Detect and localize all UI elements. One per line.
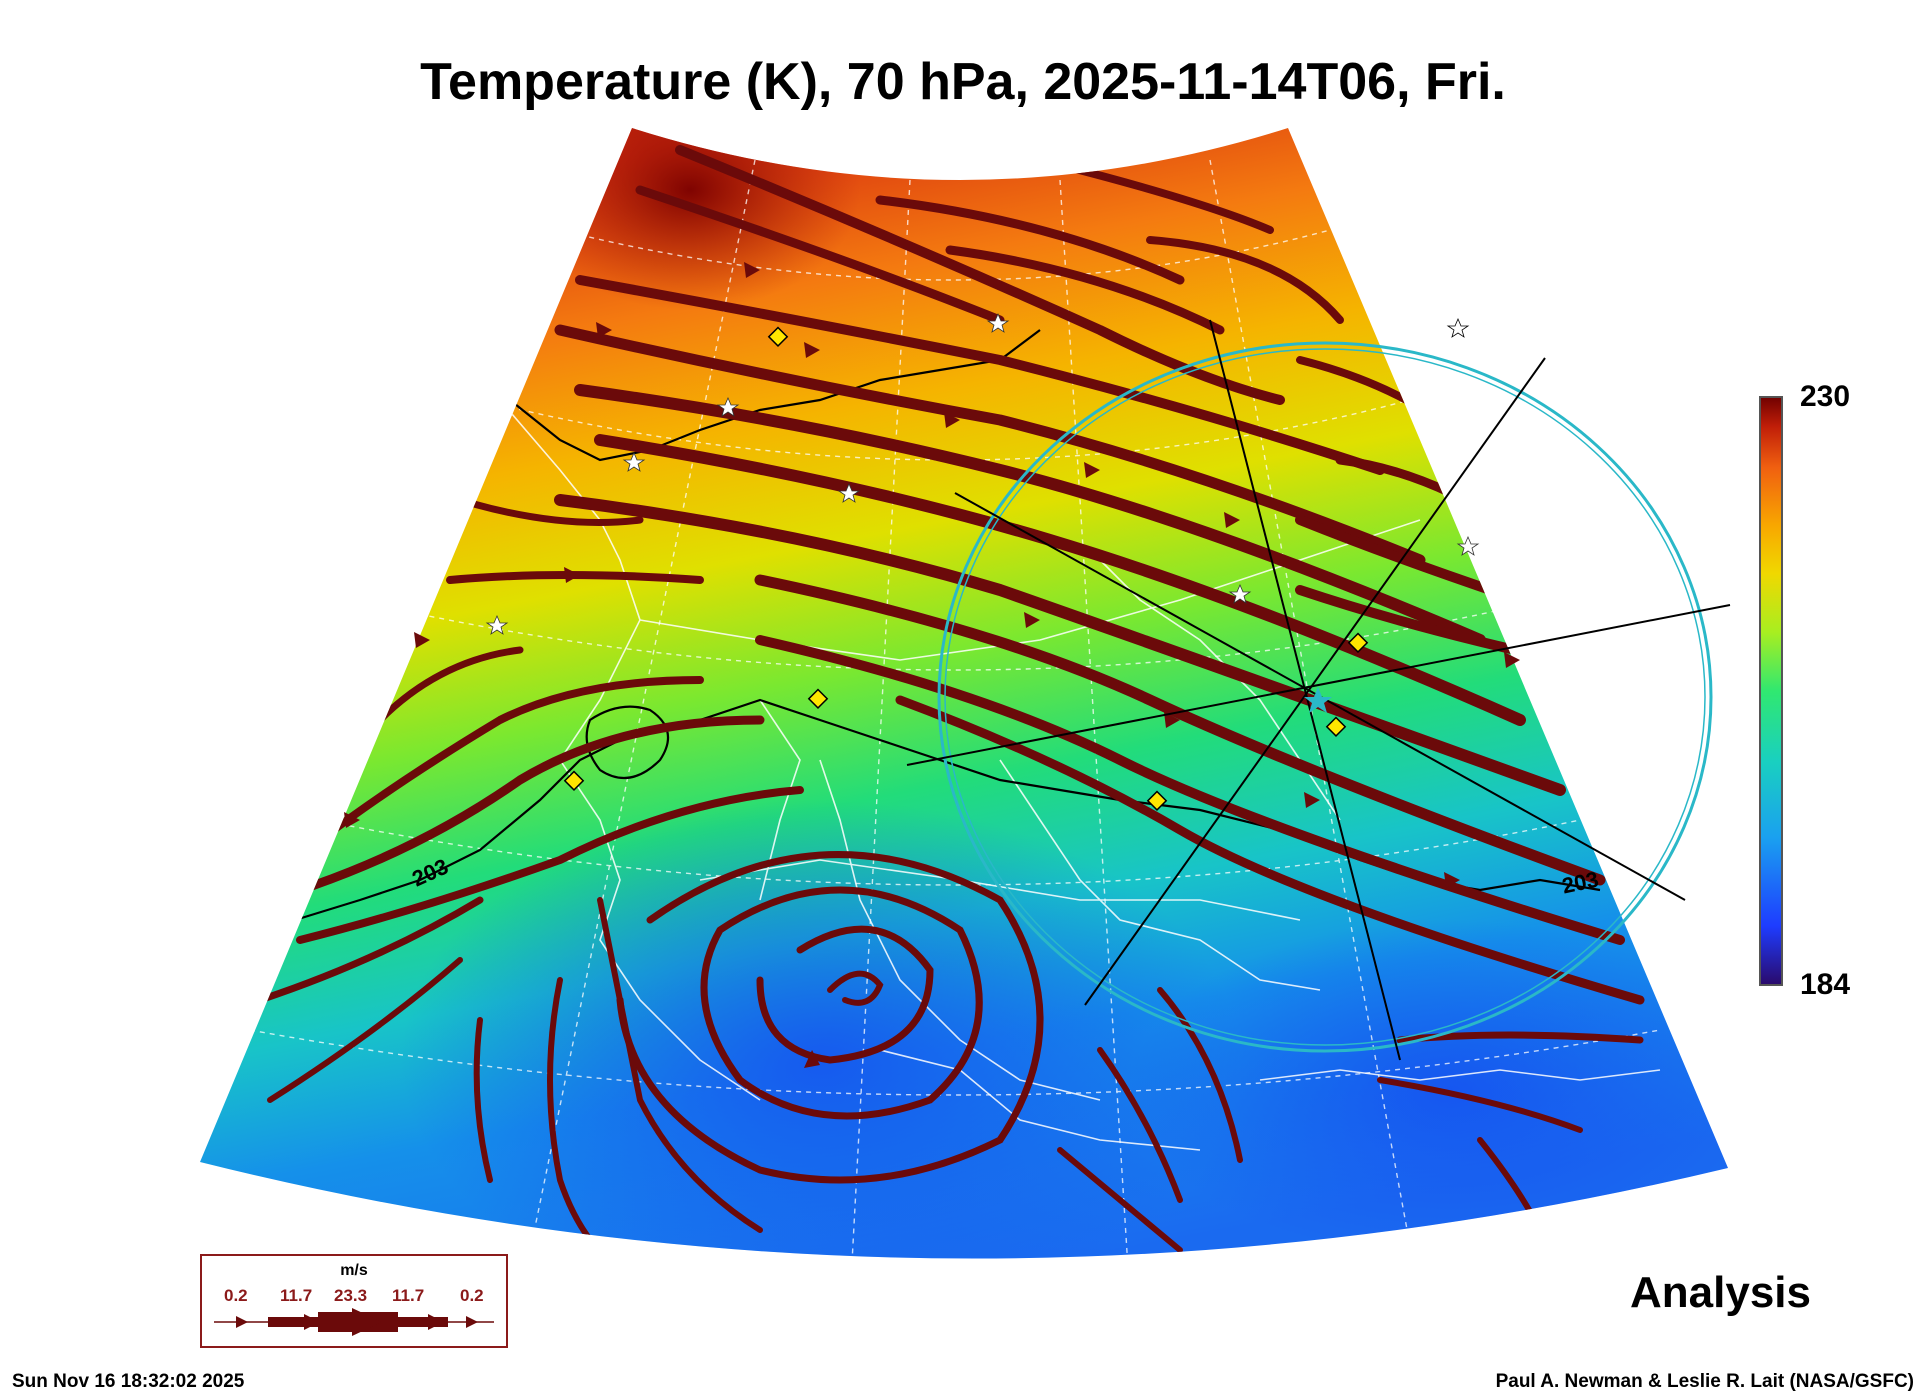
timestamp: Sun Nov 16 18:32:02 2025 <box>12 1371 245 1392</box>
vortex-ring <box>937 341 1713 1053</box>
colorbar-max-label: 230 <box>1800 380 1851 413</box>
legend-value-5: 0.2 <box>460 1286 484 1305</box>
legend-value-4: 11.7 <box>392 1286 425 1305</box>
colorbar-min-label: 184 <box>1800 968 1851 1001</box>
station-markers <box>563 326 1369 811</box>
colorbar <box>1759 396 1783 986</box>
streamline-arrows <box>344 262 1520 1068</box>
legend-arrow-scale <box>214 1308 494 1336</box>
legend-value-1: 0.2 <box>224 1286 248 1305</box>
legend-value-3: 23.3 <box>334 1286 368 1305</box>
chart-title: Temperature (K), 70 hPa, 2025-11-14T06, … <box>420 53 1506 111</box>
credit: Paul A. Newman & Leslie R. Lait (NASA/GS… <box>1495 1371 1914 1392</box>
legend-value-2: 11.7 <box>280 1286 313 1305</box>
wind-speed-legend: m/s 0.2 11.7 23.3 11.7 0.2 <box>200 1254 508 1348</box>
star-markers <box>485 312 1480 635</box>
vortex-center-icon <box>1304 687 1332 713</box>
legend-unit: m/s <box>340 1262 368 1279</box>
panel-label: Analysis <box>1630 1268 1811 1317</box>
